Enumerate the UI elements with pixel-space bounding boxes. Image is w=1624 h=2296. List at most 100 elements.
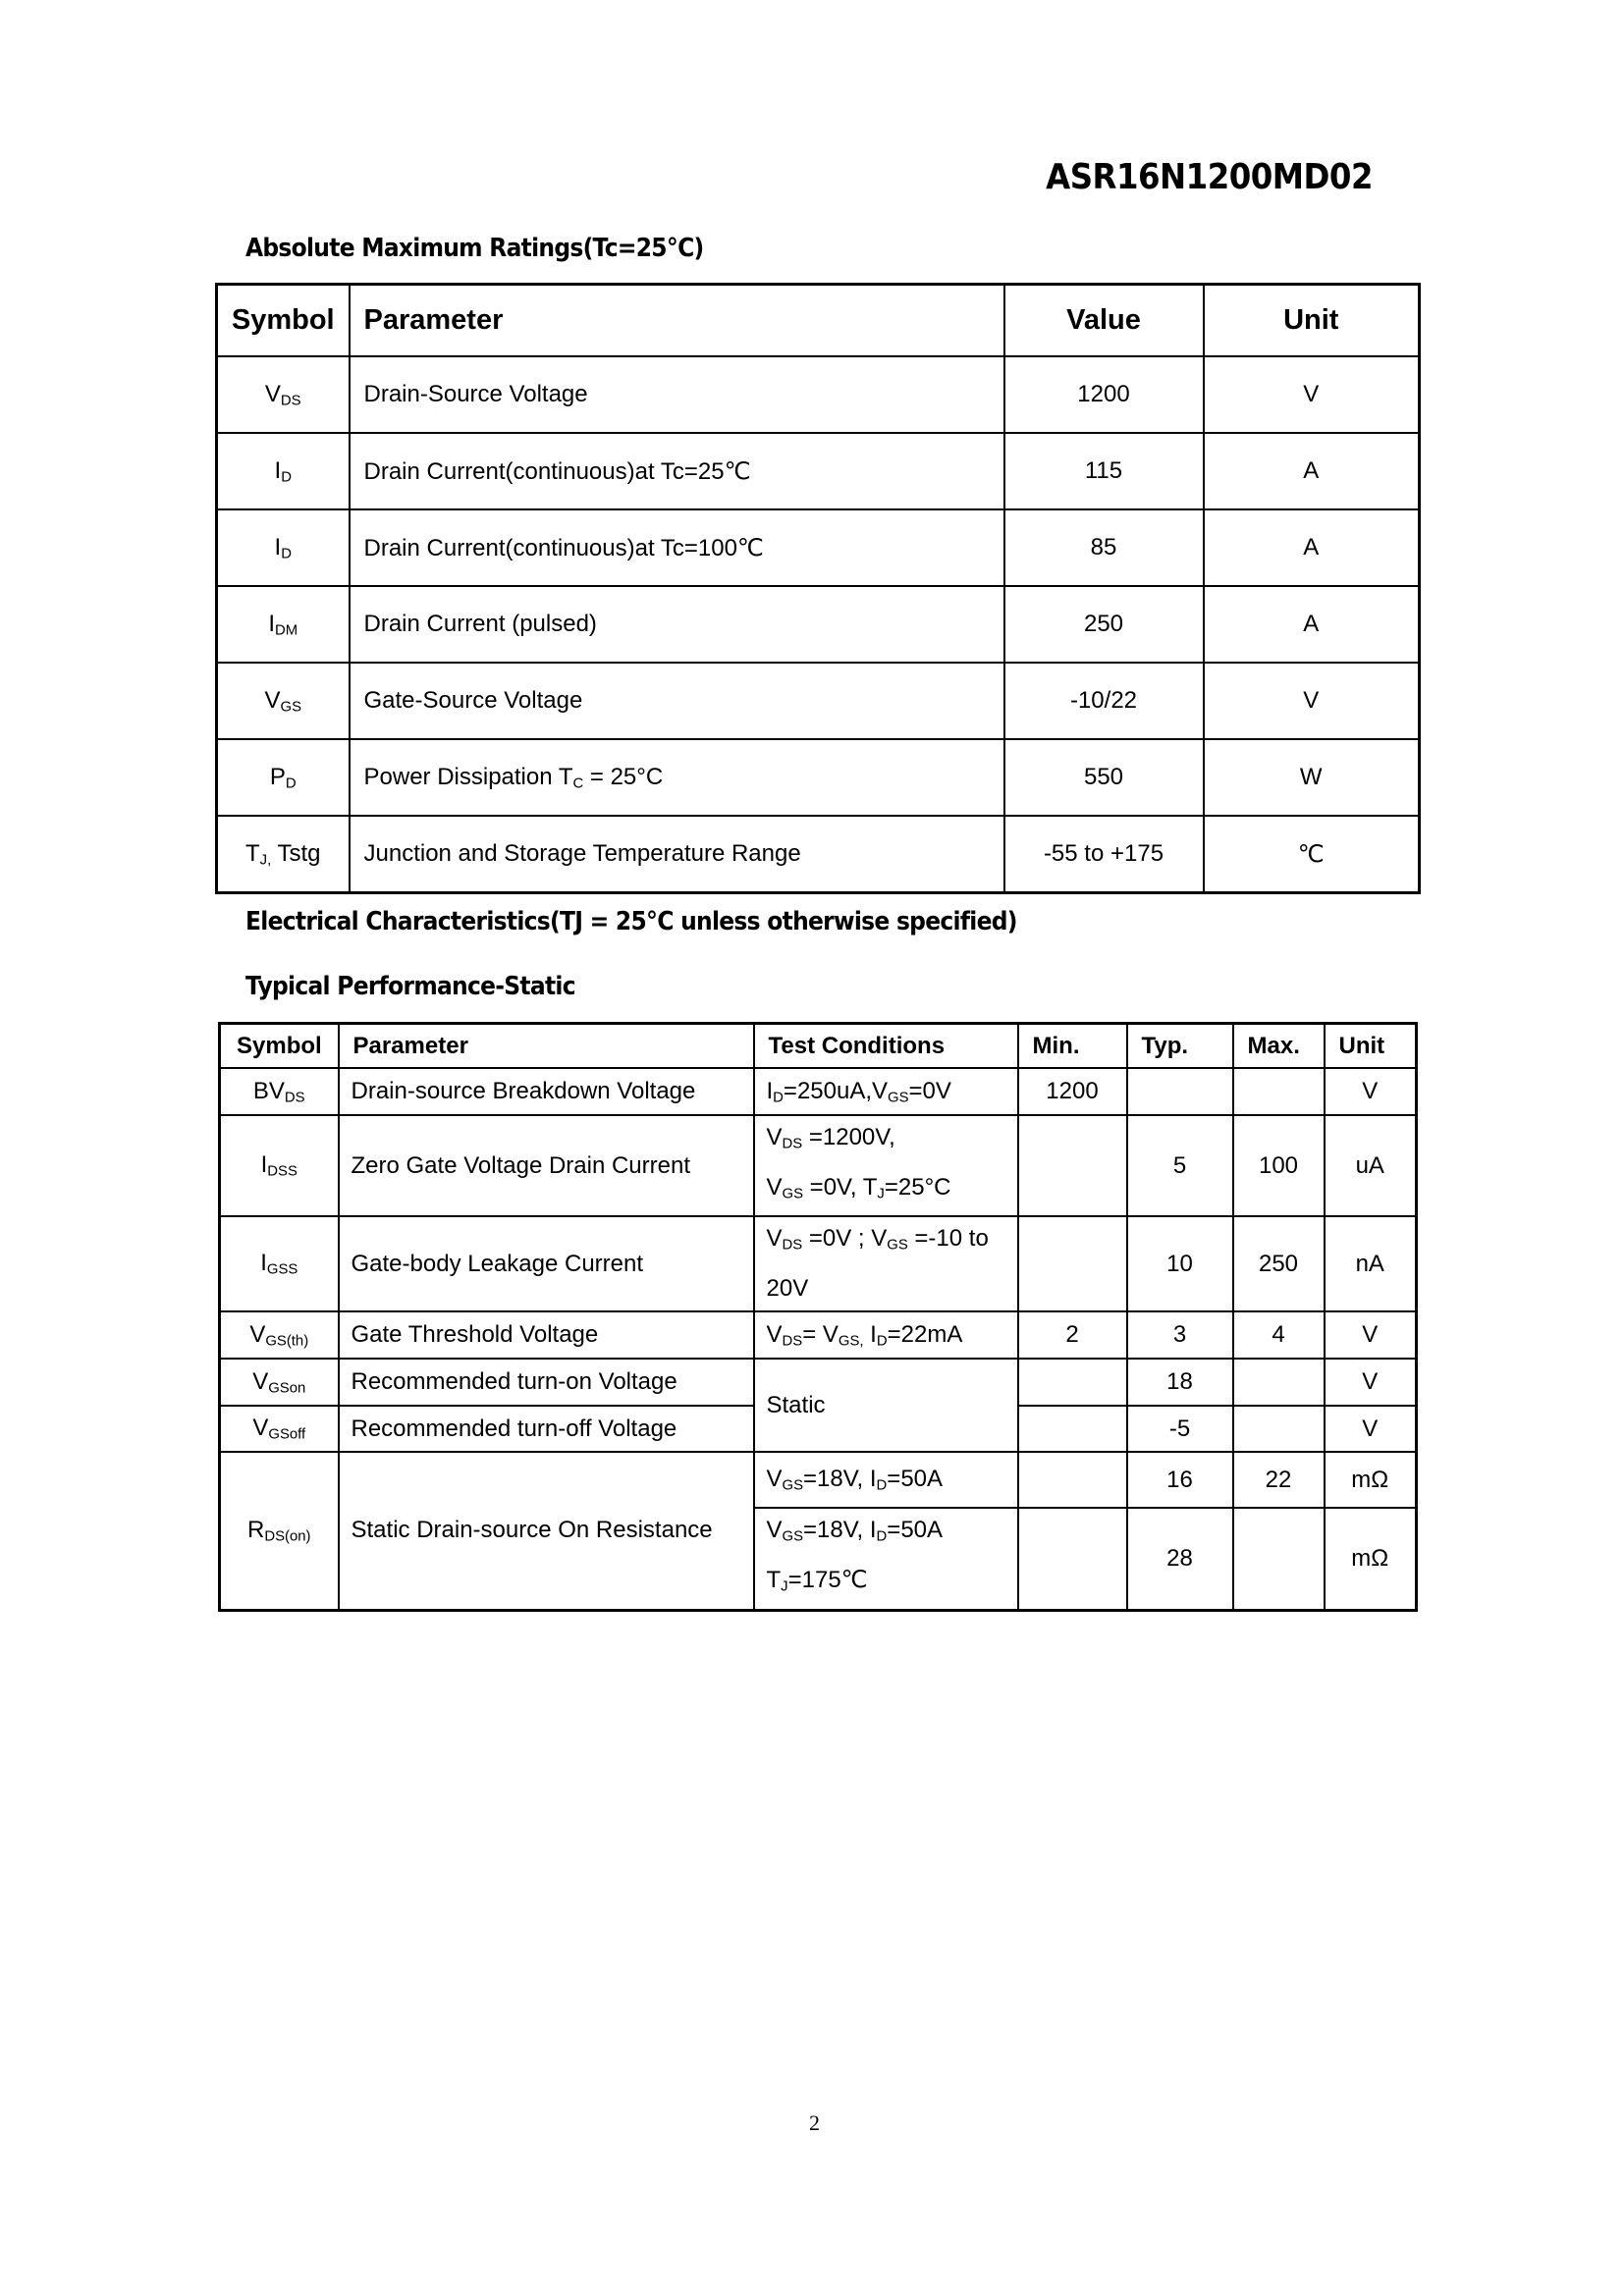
table-row: IDSS Zero Gate Voltage Drain Current VDS… [218, 1113, 1418, 1218]
table-row: VGSoff Recommended turn-off Voltage -5 V [218, 1405, 1418, 1454]
symbol-cell: VGSoff [218, 1405, 340, 1454]
value-cell: 115 [1002, 432, 1205, 510]
parameter-cell: Recommended turn-on Voltage [337, 1358, 755, 1408]
conditions-cell: VDS =0V ; VGS =-10 to 20V [752, 1215, 1019, 1313]
min-cell [1016, 1358, 1128, 1408]
typ-cell: 10 [1125, 1215, 1234, 1313]
table-row: IGSS Gate-body Leakage Current VDS =0V ;… [218, 1215, 1418, 1313]
conditions-cell: VGS=18V, ID=50A TJ=175℃ [752, 1507, 1019, 1612]
col-min: Min. [1016, 1022, 1128, 1069]
max-cell: 22 [1231, 1451, 1326, 1510]
typ-cell: 28 [1125, 1507, 1234, 1612]
max-cell [1231, 1067, 1326, 1116]
unit-cell: nA [1323, 1215, 1418, 1313]
min-cell [1016, 1215, 1128, 1313]
conditions-cell: VDS= VGS, ID=22mA [752, 1310, 1019, 1361]
max-cell [1231, 1507, 1326, 1612]
static-characteristics-table: Symbol Parameter Test Conditions Min. Ty… [218, 1022, 1418, 1612]
col-parameter: Parameter [337, 1022, 755, 1069]
conditions-cell: VGS=18V, ID=50A [752, 1451, 1019, 1510]
unit-cell: V [1202, 355, 1421, 434]
table-row: VGSon Recommended turn-on Voltage Static… [218, 1358, 1418, 1454]
table-row: VGS(th) Gate Threshold Voltage VDS= VGS,… [218, 1310, 1418, 1361]
max-cell [1231, 1405, 1326, 1454]
parameter-cell: Gate Threshold Voltage [337, 1310, 755, 1361]
unit-cell: ℃ [1202, 815, 1421, 894]
typ-cell: 16 [1125, 1451, 1234, 1510]
value-cell: 1200 [1002, 355, 1205, 434]
col-max: Max. [1231, 1022, 1326, 1069]
unit-cell: V [1323, 1067, 1418, 1116]
typ-cell: 18 [1125, 1358, 1234, 1408]
typ-cell: -5 [1125, 1405, 1234, 1454]
value-cell: -55 to +175 [1002, 815, 1205, 894]
symbol-cell: RDS(on) [218, 1451, 340, 1612]
symbol-cell: VDS [215, 355, 351, 434]
min-cell [1016, 1451, 1128, 1510]
parameter-cell: Junction and Storage Temperature Range [348, 815, 1005, 894]
symbol-cell: VGS [215, 662, 351, 740]
conditions-cell: VDS =1200V, VGS =0V, TJ=25°C [752, 1113, 1019, 1218]
col-unit: Unit [1202, 283, 1421, 357]
symbol-cell: IGSS [218, 1215, 340, 1313]
col-symbol: Symbol [215, 283, 351, 357]
typ-cell: 3 [1125, 1310, 1234, 1361]
parameter-cell: Static Drain-source On Resistance [337, 1451, 755, 1612]
value-cell: 250 [1002, 585, 1205, 664]
table-row: PD Power Dissipation TC = 25°C 550 W [215, 738, 1421, 817]
table-row: BVDS Drain-source Breakdown Voltage ID=2… [218, 1067, 1418, 1116]
unit-cell: V [1323, 1358, 1418, 1408]
static-heading: Typical Performance-Static [245, 972, 576, 1001]
conditions-cell: ID=250uA,VGS=0V [752, 1067, 1019, 1116]
parameter-cell: Drain-Source Voltage [348, 355, 1005, 434]
parameter-cell: Drain Current(continuous)at Tc=100℃ [348, 508, 1005, 587]
table-row: VGS Gate-Source Voltage -10/22 V [215, 662, 1421, 740]
table-row: IDM Drain Current (pulsed) 250 A [215, 585, 1421, 664]
parameter-cell: Zero Gate Voltage Drain Current [337, 1113, 755, 1218]
table-row: ID Drain Current(continuous)at Tc=25℃ 115 A [215, 432, 1421, 510]
unit-cell: A [1202, 585, 1421, 664]
parameter-cell: Gate-Source Voltage [348, 662, 1005, 740]
electrical-characteristics-heading: Electrical Characteristics(TJ = 25℃ unle… [245, 907, 1017, 936]
min-cell [1016, 1507, 1128, 1612]
parameter-cell: Drain Current (pulsed) [348, 585, 1005, 664]
value-cell: 85 [1002, 508, 1205, 587]
table-header-row: Symbol Parameter Test Conditions Min. Ty… [218, 1022, 1418, 1069]
parameter-cell: Power Dissipation TC = 25°C [348, 738, 1005, 817]
part-number-title: ASR16N1200MD02 [1046, 157, 1373, 197]
value-cell: 550 [1002, 738, 1205, 817]
symbol-cell: TJ, Tstg [215, 815, 351, 894]
conditions-cell: Static [752, 1358, 1019, 1454]
unit-cell: V [1202, 662, 1421, 740]
max-cell: 250 [1231, 1215, 1326, 1313]
typ-cell [1125, 1067, 1234, 1116]
symbol-cell: PD [215, 738, 351, 817]
table-row: ID Drain Current(continuous)at Tc=100℃ 85 A [215, 508, 1421, 587]
unit-cell: A [1202, 508, 1421, 587]
unit-cell: mΩ [1323, 1451, 1418, 1510]
table-row: RDS(on) Static Drain-source On Resistanc… [218, 1451, 1418, 1612]
unit-cell: uA [1323, 1113, 1418, 1218]
table-row: VDS Drain-Source Voltage 1200 V [215, 355, 1421, 434]
col-value: Value [1002, 283, 1205, 357]
parameter-cell: Drain Current(continuous)at Tc=25℃ [348, 432, 1005, 510]
unit-cell: V [1323, 1310, 1418, 1361]
value-cell: -10/22 [1002, 662, 1205, 740]
max-cell: 4 [1231, 1310, 1326, 1361]
symbol-cell: BVDS [218, 1067, 340, 1116]
symbol-cell: ID [215, 508, 351, 587]
table-header-row: Symbol Parameter Value Unit [215, 283, 1421, 357]
parameter-cell: Recommended turn-off Voltage [337, 1405, 755, 1454]
col-unit: Unit [1323, 1022, 1418, 1069]
page-number: 2 [809, 2110, 820, 2135]
unit-cell: A [1202, 432, 1421, 510]
unit-cell: W [1202, 738, 1421, 817]
parameter-cell: Gate-body Leakage Current [337, 1215, 755, 1313]
symbol-cell: IDM [215, 585, 351, 664]
parameter-cell: Drain-source Breakdown Voltage [337, 1067, 755, 1116]
col-typ: Typ. [1125, 1022, 1234, 1069]
max-cell: 100 [1231, 1113, 1326, 1218]
min-cell [1016, 1113, 1128, 1218]
max-cell [1231, 1358, 1326, 1408]
symbol-cell: ID [215, 432, 351, 510]
